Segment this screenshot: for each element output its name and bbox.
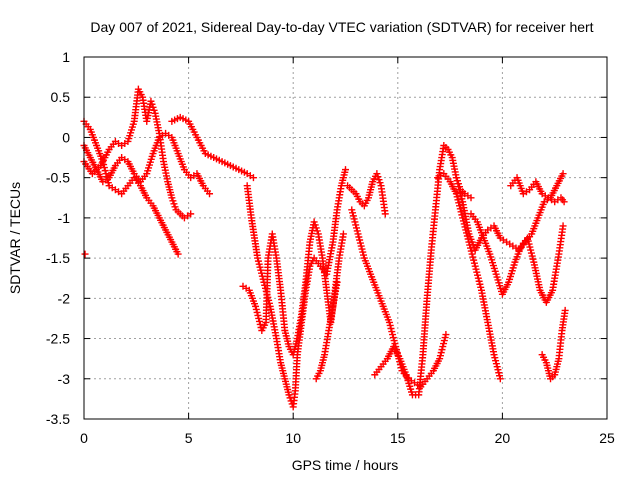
y-tick-label: -2 [58, 290, 71, 306]
y-axis-label: SDTVAR / TECUs [7, 182, 23, 294]
data-series [467, 210, 567, 306]
data-series [243, 166, 349, 411]
data-point [187, 210, 195, 218]
data-series [434, 170, 504, 383]
data-point [496, 375, 504, 383]
x-tick-label: 15 [390, 430, 406, 446]
y-tick-label: -1 [58, 210, 71, 226]
x-tick-label: 20 [495, 430, 511, 446]
data-series [312, 278, 341, 383]
data-series [81, 250, 89, 258]
x-tick-label: 0 [80, 430, 88, 446]
data-series [80, 85, 195, 222]
y-tick-label: -2.5 [46, 331, 70, 347]
axis-ticks [83, 56, 608, 420]
y-tick-label: -1.5 [46, 250, 70, 266]
y-tick-label: -3.5 [46, 411, 70, 427]
data-point [342, 166, 349, 174]
x-tick-label: 25 [599, 430, 615, 446]
data-point [559, 170, 567, 178]
tick-labels: 0 5 10 15 20 25 1 0.5 0 -0.5 -1 -1.5 -2 -2.5 -3 -3.5 [46, 49, 615, 446]
data-point [174, 250, 182, 258]
data-point [561, 306, 569, 314]
data-point [560, 198, 568, 206]
data-series [168, 113, 257, 182]
data-series [507, 174, 568, 206]
data-point [442, 331, 450, 339]
data-series [80, 129, 214, 198]
data-series [344, 170, 389, 218]
data-point [206, 190, 214, 198]
y-tick-label: -3 [58, 371, 71, 387]
data-series [80, 117, 182, 258]
chart-title: Day 007 of 2021, Sidereal Day-to-day VTE… [90, 19, 593, 35]
plot-frame [83, 56, 608, 420]
data-point [81, 250, 89, 258]
y-tick-label: 0.5 [51, 89, 71, 105]
x-tick-label: 5 [185, 430, 193, 446]
y-tick-label: 1 [62, 49, 70, 65]
data-point [559, 222, 567, 230]
y-tick-label: -0.5 [46, 170, 70, 186]
data-point [339, 230, 347, 238]
data-point [467, 194, 475, 202]
data-point [333, 278, 341, 286]
x-tick-label: 10 [285, 430, 301, 446]
data-series [371, 141, 475, 399]
data-point [249, 174, 257, 182]
y-tick-label: 0 [62, 129, 70, 145]
data-points [80, 85, 569, 411]
x-axis-label: GPS time / hours [292, 457, 399, 473]
data-point [381, 210, 389, 218]
data-series [538, 306, 569, 383]
